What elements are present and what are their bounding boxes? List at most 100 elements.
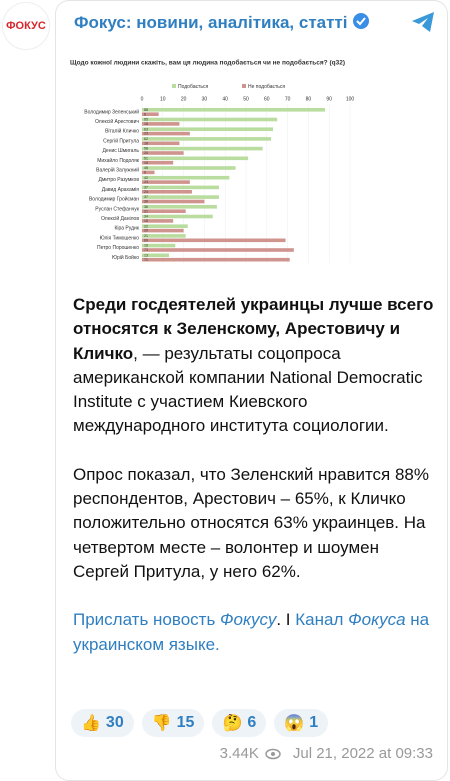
value-label: 23 bbox=[144, 180, 148, 184]
bar bbox=[142, 253, 170, 258]
value-label: 21 bbox=[144, 209, 148, 213]
bar bbox=[142, 195, 219, 199]
bar bbox=[142, 127, 274, 131]
category-label: Денис Шмигаль bbox=[103, 148, 140, 154]
category-label: Олексій Арестович bbox=[95, 118, 139, 125]
bar bbox=[142, 219, 174, 223]
text-span: . I bbox=[276, 610, 296, 630]
bar bbox=[142, 141, 180, 146]
legend-label: Не подобається bbox=[248, 84, 285, 90]
views: 3.44K bbox=[219, 745, 259, 762]
reaction-emoji: 👎 bbox=[151, 715, 172, 732]
reaction-emoji: 😱 bbox=[284, 715, 305, 732]
bar bbox=[142, 214, 213, 219]
category-label: Олексій Данілов bbox=[101, 215, 139, 222]
reaction-count: 6 bbox=[247, 714, 257, 731]
reaction[interactable]: 👎 15 bbox=[141, 709, 205, 737]
bar bbox=[142, 234, 186, 238]
value-label: 62 bbox=[144, 137, 148, 141]
paragraph: Прислать новость Фокусу. I Канал Фокуса … bbox=[73, 608, 438, 657]
category-label: Володимир Гройсман bbox=[89, 196, 139, 203]
bar bbox=[142, 243, 176, 248]
link[interactable]: Прислать новость bbox=[73, 610, 221, 630]
reaction[interactable]: 🤔 6 bbox=[212, 709, 267, 737]
bar bbox=[142, 122, 180, 126]
paragraph: Среди госдеятелей украинцы лучше всего о… bbox=[73, 293, 438, 439]
value-label: 8 bbox=[144, 112, 146, 116]
avatar[interactable]: ФОКУС bbox=[2, 2, 50, 50]
category-label: Валерій Залужний bbox=[96, 167, 139, 174]
legend-label: Подобається bbox=[178, 84, 208, 90]
bar bbox=[142, 146, 263, 151]
bar bbox=[142, 185, 219, 190]
category-label: Давид Арахамія bbox=[102, 187, 140, 193]
category-label: Юлія Тимошенко bbox=[100, 235, 140, 241]
value-label: 30 bbox=[144, 200, 148, 204]
x-tick-label: 0 bbox=[141, 96, 144, 102]
legend-swatch bbox=[242, 84, 246, 88]
reaction[interactable]: 😱 1 bbox=[274, 709, 329, 737]
footer: 3.44K Jul 21, 2022 at 09:33 bbox=[220, 745, 433, 762]
reaction-emoji: 🤔 bbox=[222, 715, 243, 732]
value-label: 51 bbox=[144, 156, 148, 160]
value-label: 18 bbox=[144, 141, 148, 145]
link[interactable]: Канал bbox=[295, 610, 349, 630]
value-label: 21 bbox=[144, 234, 148, 238]
post-text: Среди госдеятелей украинцы лучше всего о… bbox=[73, 293, 438, 681]
reactions: 👍 30 👎 15 🤔 6 😱 1 bbox=[71, 709, 329, 737]
bar bbox=[142, 131, 190, 136]
telegram-icon[interactable] bbox=[411, 11, 435, 33]
bar bbox=[142, 238, 286, 243]
value-label: 45 bbox=[144, 166, 148, 170]
bar bbox=[142, 224, 188, 228]
bar bbox=[142, 199, 205, 204]
chart: Щодо кожної людини скажіть, вам ця людин… bbox=[70, 59, 355, 264]
category-label: Петро Порошенко bbox=[97, 245, 139, 251]
value-label: 23 bbox=[144, 132, 148, 136]
reaction[interactable]: 👍 30 bbox=[71, 709, 134, 737]
bar bbox=[142, 228, 184, 233]
value-label: 20 bbox=[144, 151, 148, 155]
value-label: 37 bbox=[144, 186, 148, 190]
x-tick-label: 100 bbox=[346, 96, 355, 102]
channel-name[interactable]: Фокус: новини, аналітика, статті bbox=[74, 12, 370, 33]
link[interactable]: Фокуса bbox=[348, 610, 406, 630]
bar bbox=[142, 112, 159, 116]
x-tick-label: 40 bbox=[222, 96, 228, 102]
channel-title[interactable]: Фокус: новини, аналітика, статті bbox=[74, 13, 348, 32]
value-label: 69 bbox=[144, 238, 148, 242]
bar bbox=[142, 108, 326, 112]
paragraph: Опрос показал, что Зеленский нравится 88… bbox=[73, 463, 438, 584]
value-label: 15 bbox=[144, 219, 148, 223]
reaction-count: 30 bbox=[105, 714, 124, 731]
category-label: Володимир Зеленський bbox=[84, 108, 139, 115]
bar bbox=[142, 180, 190, 184]
value-label: 71 bbox=[144, 258, 148, 262]
value-label: 18 bbox=[144, 122, 148, 126]
bar bbox=[142, 166, 236, 170]
bar bbox=[142, 137, 271, 141]
reaction-emoji: 👍 bbox=[81, 715, 101, 732]
value-label: 88 bbox=[144, 108, 148, 112]
bar bbox=[142, 190, 192, 194]
value-label: 13 bbox=[144, 253, 148, 257]
value-label: 16 bbox=[144, 244, 148, 248]
value-label: 6 bbox=[144, 171, 146, 175]
eye-icon bbox=[265, 748, 281, 759]
x-tick-label: 60 bbox=[264, 96, 270, 102]
x-tick-label: 90 bbox=[326, 96, 332, 102]
text-span: Среди госдеятелей украинцы лучше всего о… bbox=[73, 295, 434, 363]
chart-title: Щодо кожної людини скажіть, вам ця людин… bbox=[70, 59, 345, 67]
text-span: Опрос показал, что Зеленский нравится 88… bbox=[73, 464, 429, 581]
category-label: Віталій Кличко bbox=[105, 128, 139, 135]
value-label: 22 bbox=[144, 224, 148, 228]
category-label: Михайло Подоляк bbox=[97, 157, 140, 164]
value-label: 58 bbox=[144, 147, 148, 151]
link[interactable]: Фокусу bbox=[220, 610, 277, 630]
bar bbox=[142, 117, 278, 122]
bar bbox=[142, 160, 174, 165]
value-label: 65 bbox=[144, 118, 148, 122]
category-label: Юрій Бойко bbox=[112, 254, 139, 261]
link[interactable]: на украинском языке. bbox=[73, 610, 430, 654]
reaction-count: 1 bbox=[309, 714, 319, 731]
